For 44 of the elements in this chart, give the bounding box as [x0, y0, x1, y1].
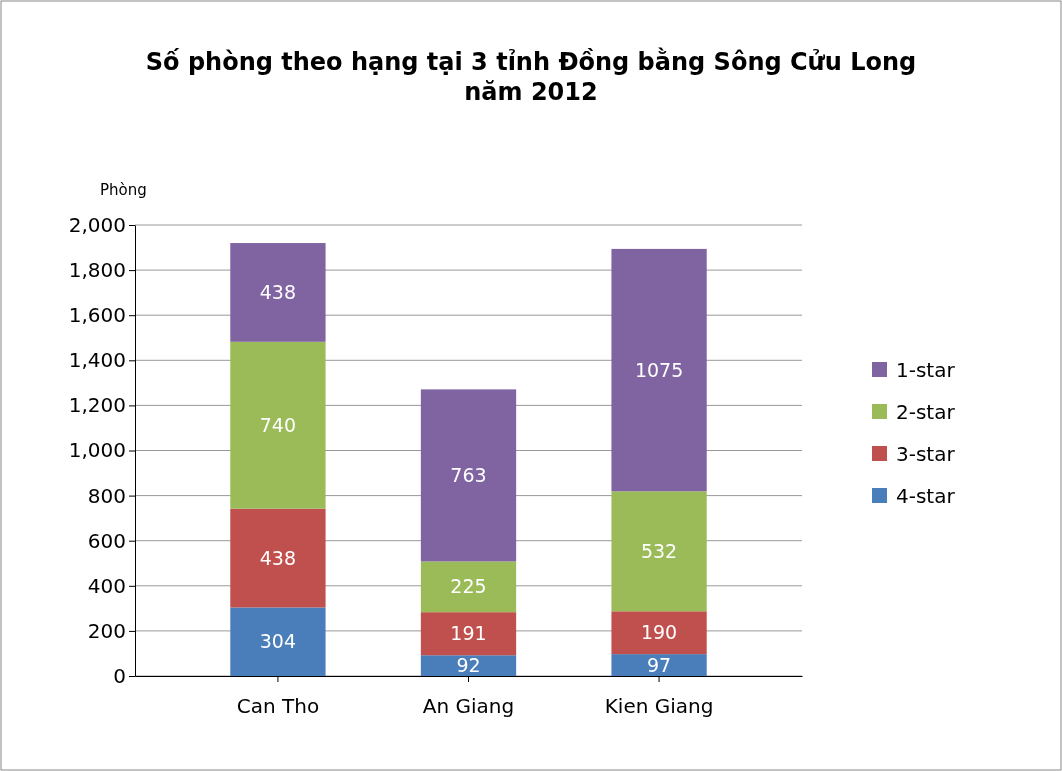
- bar: [420, 561, 517, 613]
- bar: [230, 508, 326, 608]
- y-tick-label: 1,200: [68, 393, 126, 418]
- data-label: 225: [450, 575, 487, 598]
- bar: [611, 248, 707, 492]
- data-label: 92: [456, 654, 481, 677]
- data-label: 1075: [634, 358, 684, 381]
- bar: [611, 491, 707, 612]
- bar: [230, 243, 326, 342]
- data-label: 740: [259, 413, 297, 436]
- y-axis-title: Phòng: [100, 181, 147, 199]
- y-tick-label: 1,400: [68, 348, 126, 373]
- y-tick-label: 400: [87, 573, 126, 598]
- bar: [420, 389, 517, 562]
- bar: [230, 607, 326, 676]
- data-label: 438: [259, 281, 297, 304]
- data-label: 191: [450, 622, 487, 645]
- y-tick-label: 600: [87, 528, 126, 553]
- legend-label: 3-star: [896, 442, 956, 466]
- y-tick-label: 1,600: [68, 303, 126, 328]
- x-tick-label: An Giang: [422, 694, 515, 718]
- data-label: 763: [450, 464, 487, 487]
- bar: [420, 655, 517, 676]
- bar: [230, 341, 326, 509]
- y-tick-label: 800: [87, 483, 126, 508]
- legend-label: 2-star: [896, 400, 956, 424]
- y-tick-label: 2,000: [68, 212, 126, 237]
- data-label: 304: [259, 630, 297, 653]
- legend-label: 1-star: [896, 358, 956, 382]
- data-label: 97: [646, 653, 672, 676]
- data-label: 438: [259, 546, 297, 569]
- data-label: 532: [640, 539, 678, 562]
- x-tick-label: Kien Giang: [604, 694, 714, 718]
- x-tick-label: Can Tho: [236, 694, 320, 718]
- y-tick-label: 0: [113, 663, 126, 688]
- legend-label: 4-star: [896, 484, 956, 508]
- data-label: 190: [640, 621, 678, 644]
- chart-title: Số phòng theo hạng tại 3 tỉnh Đồng bằng Sông Cửu Long năm 2012: [145, 47, 917, 106]
- bar: [611, 611, 707, 655]
- bar: [611, 654, 707, 676]
- bar: [420, 612, 517, 656]
- y-tick-label: 200: [87, 618, 126, 643]
- y-tick-label: 1,800: [68, 258, 126, 282]
- y-tick-label: 1,000: [68, 438, 126, 463]
